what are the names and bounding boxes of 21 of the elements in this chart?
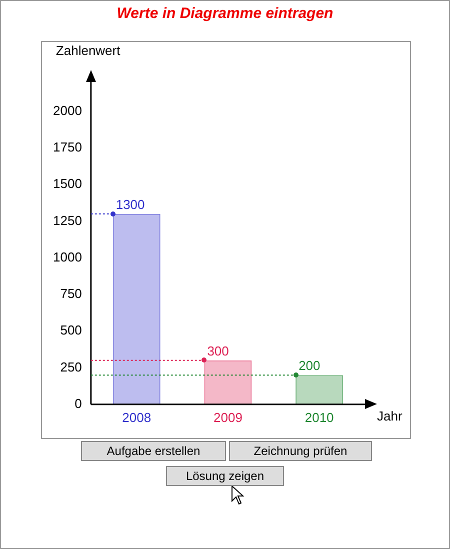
chart-title: Werte in Diagramme eintragen [116,5,334,22]
text: Lösung zeigen [166,466,284,486]
y-tick-label: 1500 [53,176,82,192]
text: Aufgabe erstellen [81,441,226,461]
y-tick-label: 750 [60,286,82,302]
data-label: 300 [207,344,229,359]
y-tick-label: 500 [60,322,82,338]
data-label: 200 [298,358,320,374]
y-tick-label: 1000 [53,249,82,264]
x-tick-label: 2008 [122,410,152,425]
x-tick-label: 2009 [214,410,242,425]
y-axis-title: Zahlenwert [56,43,121,58]
data-label: 1300 [116,196,145,212]
y-tick-label: 1250 [53,212,82,228]
y-tick-label: 1750 [53,140,82,155]
y-tick-label: 250 [60,359,82,374]
y-tick-label: 2000 [53,102,82,118]
x-tick-label: 2010 [304,410,334,425]
y-tick-label: 0 [74,396,82,411]
x-axis-title: Jahr [377,408,403,424]
text: Zeichnung prüfen [229,441,372,461]
